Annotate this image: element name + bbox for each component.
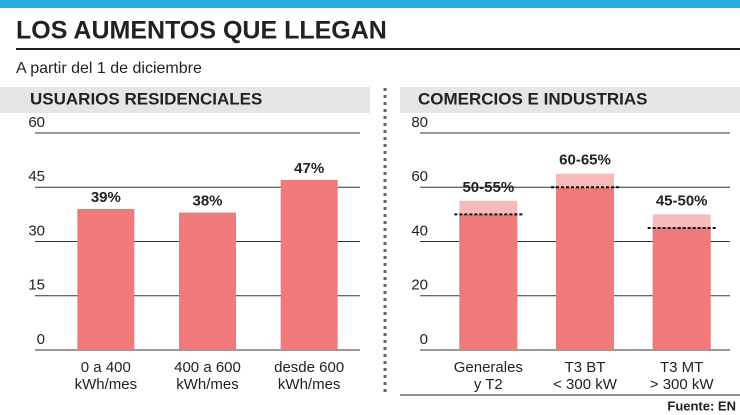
value-label: 39% — [91, 189, 121, 206]
panel-title: USUARIOS RESIDENCIALES — [30, 89, 262, 108]
y-tick-label: 60 — [28, 114, 45, 131]
x-tick-label: desde 600 kWh/mes — [274, 359, 344, 393]
bar — [280, 180, 338, 350]
y-tick-label: 30 — [28, 222, 45, 239]
header-band — [400, 87, 740, 113]
y-tick-label: 15 — [28, 277, 45, 294]
y-tick-label: 20 — [411, 277, 428, 294]
y-tick-label: 45 — [28, 168, 45, 185]
x-tick-label: T3 MT > 300 kW — [650, 359, 715, 393]
value-label: 38% — [192, 193, 222, 210]
x-tick-label: T3 BT < 300 kW — [553, 359, 618, 393]
source: Fuente: EN — [667, 398, 736, 413]
y-tick-label: 40 — [411, 222, 428, 239]
value-label: 50-55% — [462, 179, 514, 196]
value-label: 60-65% — [559, 152, 611, 169]
y-tick-label: 0 — [37, 331, 45, 348]
x-tick-label: Generales y T2 — [454, 359, 523, 393]
x-tick-label: 400 a 600 kWh/mes — [174, 359, 241, 393]
bar — [459, 214, 518, 350]
bar — [179, 212, 236, 350]
page-title: LOS AUMENTOS QUE LLEGAN — [16, 17, 387, 45]
top-strip — [0, 0, 740, 8]
y-tick-label: 60 — [411, 168, 428, 185]
panel-title: COMERCIOS E INDUSTRIAS — [418, 89, 648, 108]
bar — [556, 187, 614, 350]
value-label: 45-50% — [656, 192, 708, 209]
y-tick-label: 80 — [411, 114, 428, 131]
bar — [77, 208, 135, 350]
y-tick-label: 0 — [420, 331, 428, 348]
header-band — [0, 87, 370, 113]
bar — [652, 227, 711, 350]
subtitle: A partir del 1 de diciembre — [16, 60, 202, 77]
value-label: 47% — [294, 160, 324, 177]
x-tick-label: 0 a 400 kWh/mes — [75, 359, 138, 393]
